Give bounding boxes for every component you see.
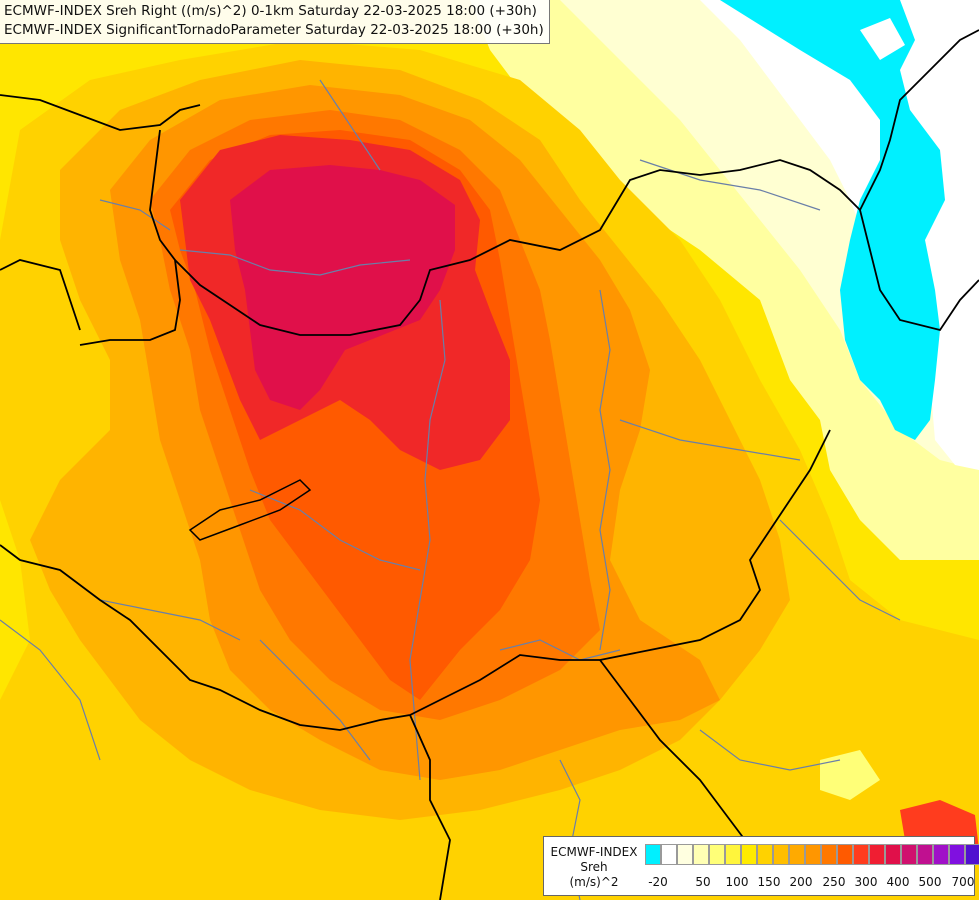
field-crimson [230, 165, 455, 410]
legend-tick-label: 700 [951, 875, 975, 889]
legend-swatch [661, 844, 677, 865]
legend-swatches [645, 844, 979, 865]
legend-swatch [837, 844, 853, 865]
legend-tick-label: 400 [886, 875, 910, 889]
legend-tick-label: 500 [918, 875, 942, 889]
legend-swatch [869, 844, 885, 865]
legend-swatch [821, 844, 837, 865]
legend-source: ECMWF-INDEX [550, 845, 638, 859]
field-pale-southeast [820, 750, 880, 800]
legend-swatch [757, 844, 773, 865]
legend-swatch [949, 844, 965, 865]
legend-tick-label: 300 [854, 875, 878, 889]
legend-label: ECMWF-INDEX Sreh (m/s)^2 [544, 845, 644, 890]
legend-variable: Sreh [580, 860, 608, 874]
legend-ticks: -20 50 100 150 200 250 300 400 500 700 [645, 875, 975, 891]
legend-tick-label: -20 [648, 875, 668, 889]
map-title-line-2: ECMWF-INDEX SignificantTornadoParameter … [4, 22, 544, 38]
legend-tick-label: 100 [725, 875, 749, 889]
field-white-gap [860, 18, 905, 60]
legend-swatch [853, 844, 869, 865]
legend-swatch [965, 844, 979, 865]
legend-swatch [917, 844, 933, 865]
legend-swatch [805, 844, 821, 865]
legend-tick-label: 150 [757, 875, 781, 889]
country-borders [0, 29, 979, 900]
legend-swatch [773, 844, 789, 865]
map-title-line-1: ECMWF-INDEX Sreh Right ((m/s)^2) 0-1km S… [4, 3, 537, 19]
legend-swatch [933, 844, 949, 865]
legend-swatch [901, 844, 917, 865]
legend-swatch [677, 844, 693, 865]
lake-outline [188, 479, 312, 541]
legend-tick-label: 50 [695, 875, 711, 889]
legend-swatch [885, 844, 901, 865]
color-legend: ECMWF-INDEX Sreh (m/s)^2 -20 50 100 150 200 2… [543, 836, 979, 896]
legend-swatch [741, 844, 757, 865]
legend-units: (m/s)^2 [569, 875, 619, 889]
map-title-box: ECMWF-INDEX Sreh Right ((m/s)^2) 0-1km S… [0, 0, 550, 44]
legend-tick-label: 250 [822, 875, 846, 889]
legend-swatch [645, 844, 661, 865]
legend-tick-label: 200 [789, 875, 813, 889]
river-lines [0, 79, 901, 900]
legend-swatch [725, 844, 741, 865]
field-cyan-zone [720, 0, 945, 440]
legend-swatch [709, 844, 725, 865]
legend-swatch [693, 844, 709, 865]
legend-swatch [789, 844, 805, 865]
